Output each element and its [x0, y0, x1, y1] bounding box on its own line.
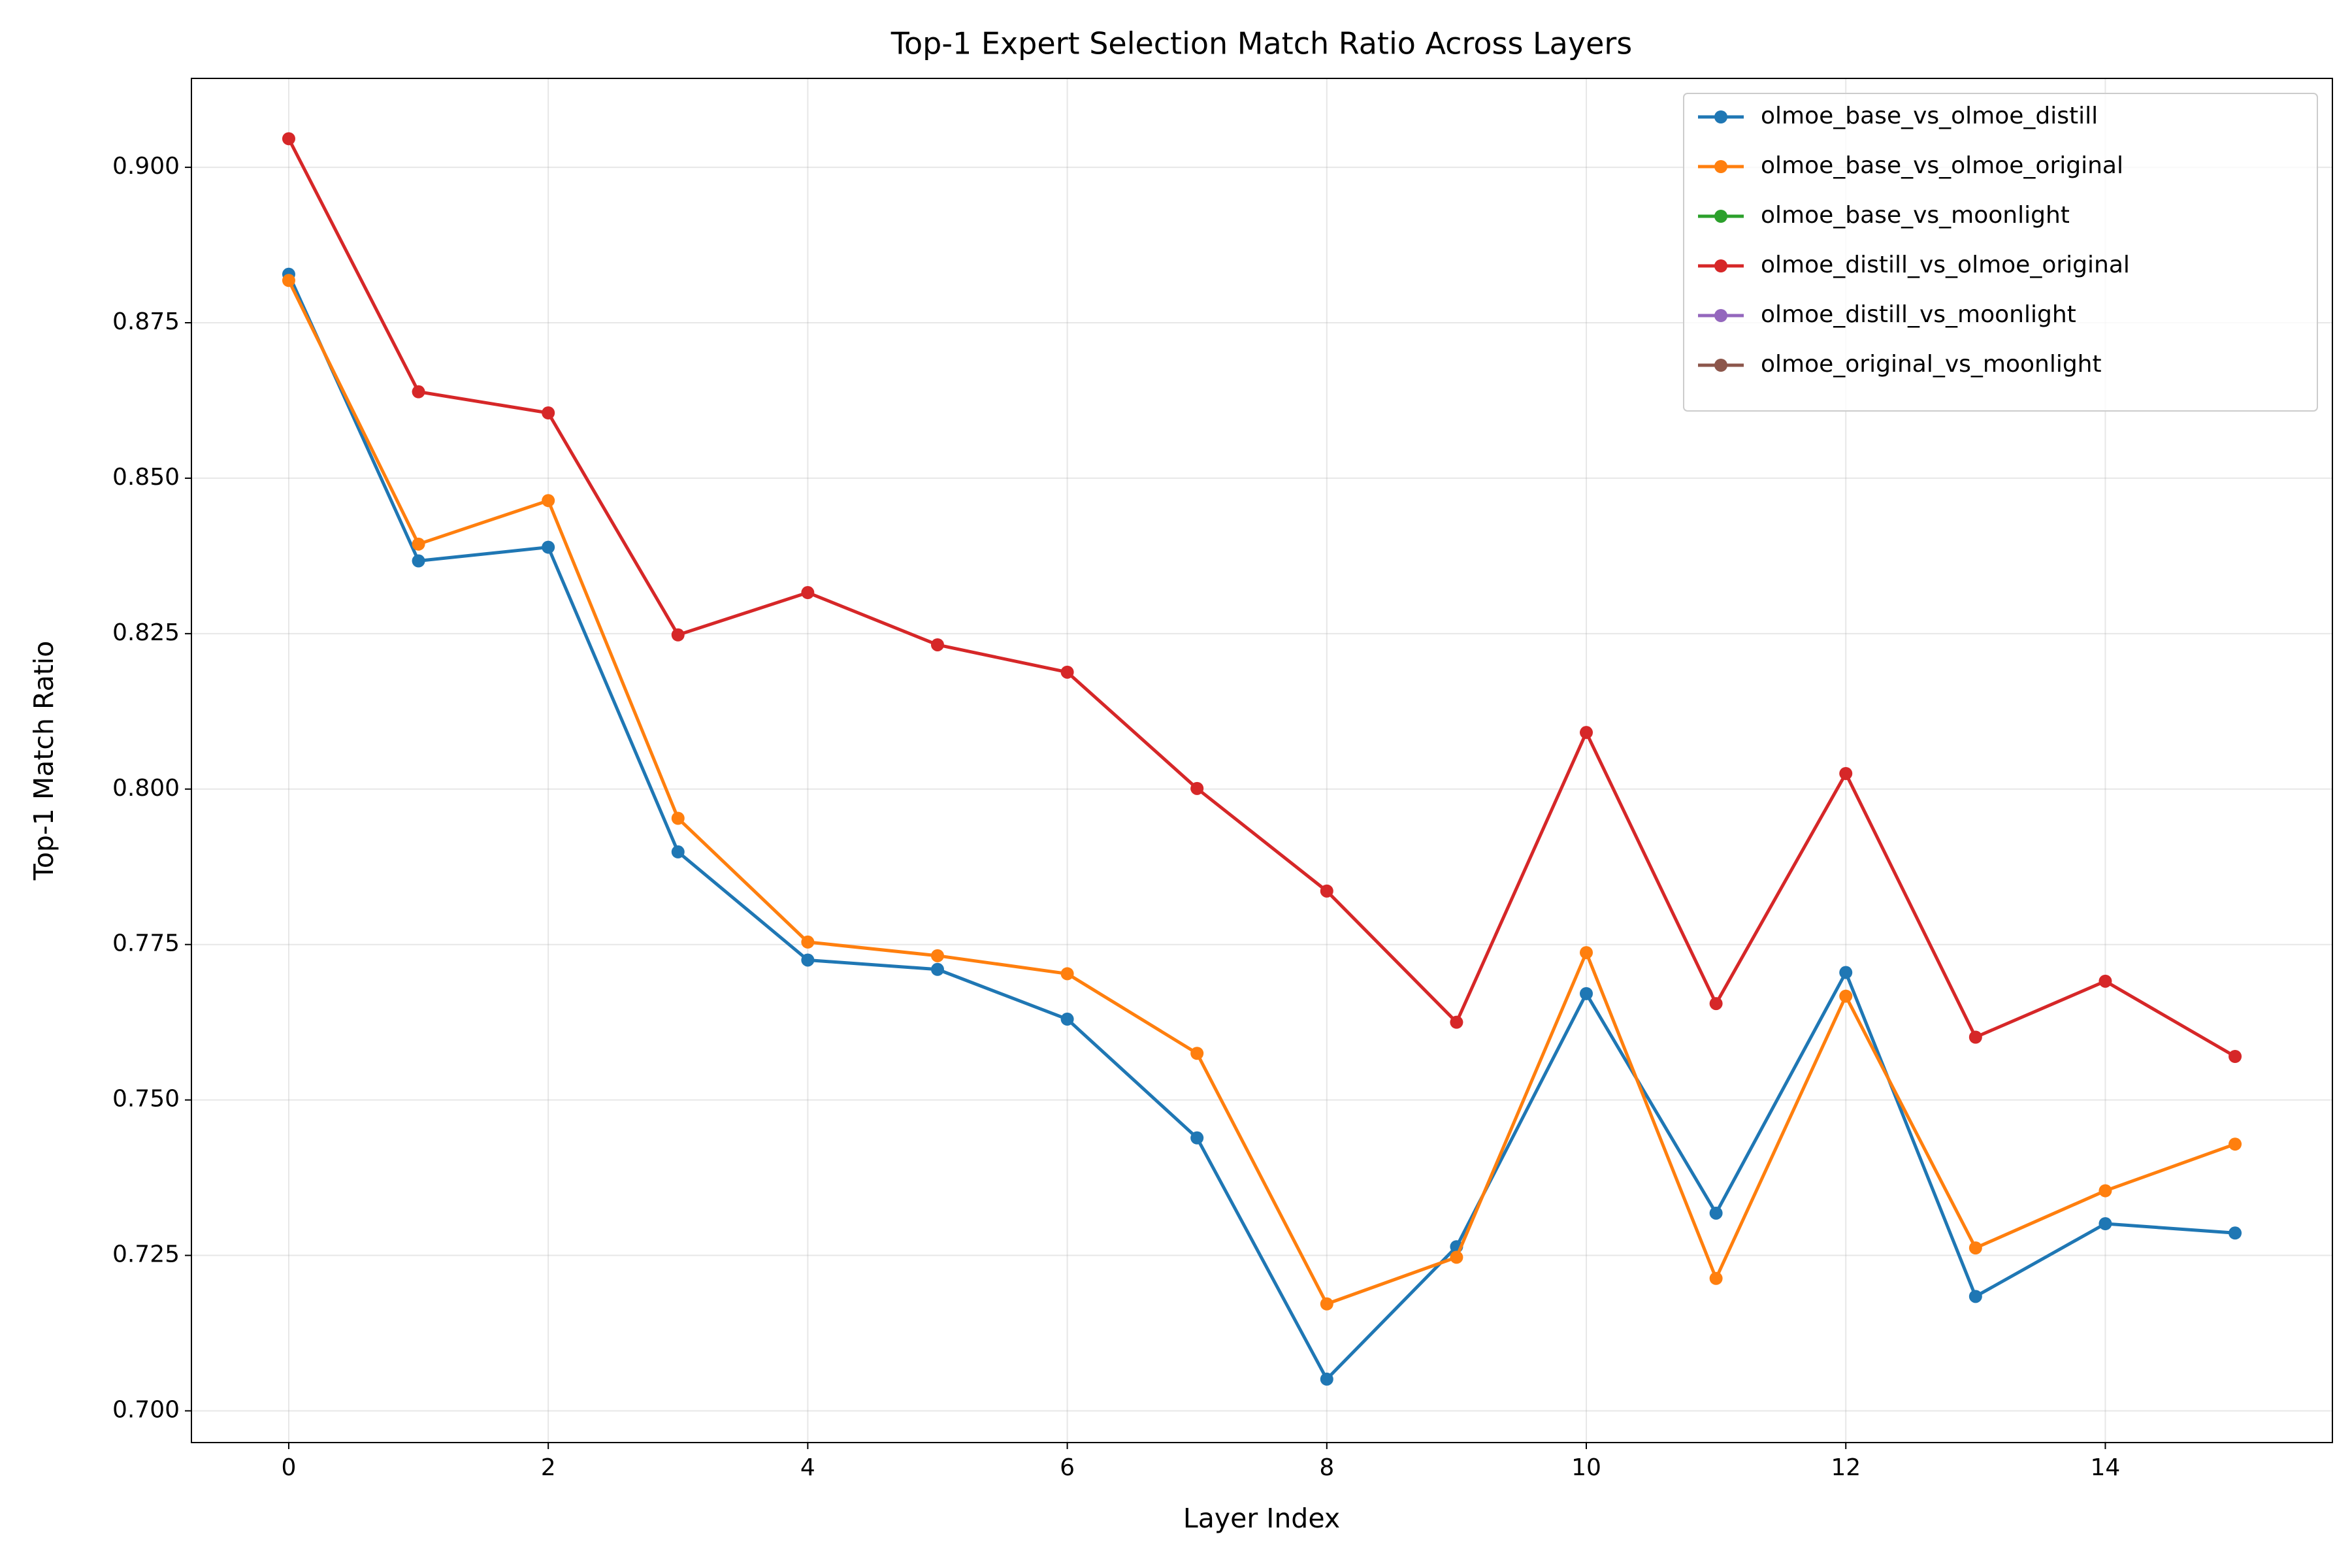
data-point: [1580, 726, 1593, 740]
legend-marker: [1714, 210, 1727, 223]
data-point: [671, 628, 685, 642]
data-point: [801, 586, 815, 600]
data-point: [1580, 987, 1593, 1000]
data-point: [1968, 1030, 1982, 1044]
data-point: [1709, 1271, 1723, 1285]
data-point: [930, 638, 944, 651]
data-point: [2099, 1217, 2112, 1231]
series-line: [287, 138, 2236, 1058]
data-point: [930, 962, 944, 976]
y-tick-label: 0.700: [112, 1396, 180, 1423]
y-tick-label: 0.850: [112, 464, 180, 491]
y-tick-label: 0.800: [112, 775, 180, 802]
legend-marker: [1714, 160, 1727, 173]
data-point: [1060, 1012, 1074, 1026]
x-tick-label: 8: [1319, 1454, 1334, 1481]
y-tick-label: 0.825: [112, 619, 180, 646]
data-point: [1060, 665, 1074, 679]
data-point: [1839, 766, 1853, 780]
x-axis-label: Layer Index: [1183, 1503, 1340, 1534]
data-point: [1190, 1131, 1204, 1145]
data-point: [801, 935, 815, 949]
y-tick-label: 0.750: [112, 1086, 180, 1113]
data-point: [671, 811, 685, 825]
data-point: [282, 274, 295, 287]
legend-marker: [1714, 359, 1727, 372]
legend-label: olmoe_distill_vs_moonlight: [1761, 301, 2076, 328]
x-tick-label: 6: [1060, 1454, 1075, 1481]
data-point: [2229, 1226, 2242, 1240]
data-point: [1968, 1241, 1982, 1255]
data-point: [282, 132, 295, 146]
legend-label: olmoe_base_vs_moonlight: [1761, 202, 2070, 229]
data-point: [1320, 884, 1333, 898]
data-point: [1190, 1047, 1204, 1060]
data-point: [1580, 946, 1593, 960]
data-point: [1709, 1206, 1723, 1220]
data-point: [1450, 1015, 1463, 1029]
y-tick-label: 0.725: [112, 1241, 180, 1268]
data-point: [542, 494, 555, 508]
series-line: [287, 280, 2236, 1306]
x-tick-label: 2: [541, 1454, 556, 1481]
legend: olmoe_base_vs_olmoe_distill olmoe_base_vs…: [1683, 93, 2318, 412]
x-tick-label: 14: [2091, 1454, 2121, 1481]
y-tick-label: 0.775: [112, 930, 180, 957]
data-point: [542, 540, 555, 554]
y-tick-label: 0.875: [112, 308, 180, 335]
data-point: [930, 949, 944, 962]
chart-title: Top-1 Expert Selection Match Ratio Acros…: [890, 26, 1633, 61]
legend-marker: [1714, 309, 1727, 322]
legend-marker: [1714, 110, 1727, 123]
data-point: [801, 953, 815, 967]
y-axis-label: Top-1 Match Ratio: [28, 641, 59, 881]
data-point: [1839, 989, 1853, 1003]
y-tick-label: 0.900: [112, 153, 180, 180]
legend-label: olmoe_base_vs_olmoe_distill: [1761, 103, 2098, 129]
data-point: [1190, 781, 1204, 795]
data-point: [2229, 1050, 2242, 1064]
data-point: [412, 385, 425, 399]
data-point: [2229, 1137, 2242, 1151]
data-point: [1450, 1250, 1463, 1264]
legend-label: olmoe_distill_vs_olmoe_original: [1761, 252, 2130, 278]
data-point: [1320, 1372, 1333, 1386]
plot-frame: [191, 78, 2333, 1443]
legend-box: [1683, 93, 2318, 412]
data-point: [1968, 1290, 1982, 1303]
x-tick-label: 12: [1831, 1454, 1861, 1481]
data-point: [412, 537, 425, 551]
series-line: [287, 273, 2236, 1381]
data-point: [2099, 974, 2112, 988]
data-point: [542, 406, 555, 420]
x-tick-label: 4: [800, 1454, 815, 1481]
data-point: [1060, 967, 1074, 981]
x-tick-label: 0: [282, 1454, 297, 1481]
x-tick-label: 10: [1571, 1454, 1601, 1481]
data-point: [1709, 997, 1723, 1011]
legend-label: olmoe_base_vs_olmoe_original: [1761, 152, 2123, 179]
data-point: [2099, 1184, 2112, 1198]
data-point: [412, 554, 425, 568]
data-point: [1839, 966, 1853, 979]
data-point: [671, 845, 685, 858]
legend-label: olmoe_original_vs_moonlight: [1761, 351, 2102, 378]
legend-marker: [1714, 259, 1727, 272]
data-point: [1320, 1297, 1333, 1311]
